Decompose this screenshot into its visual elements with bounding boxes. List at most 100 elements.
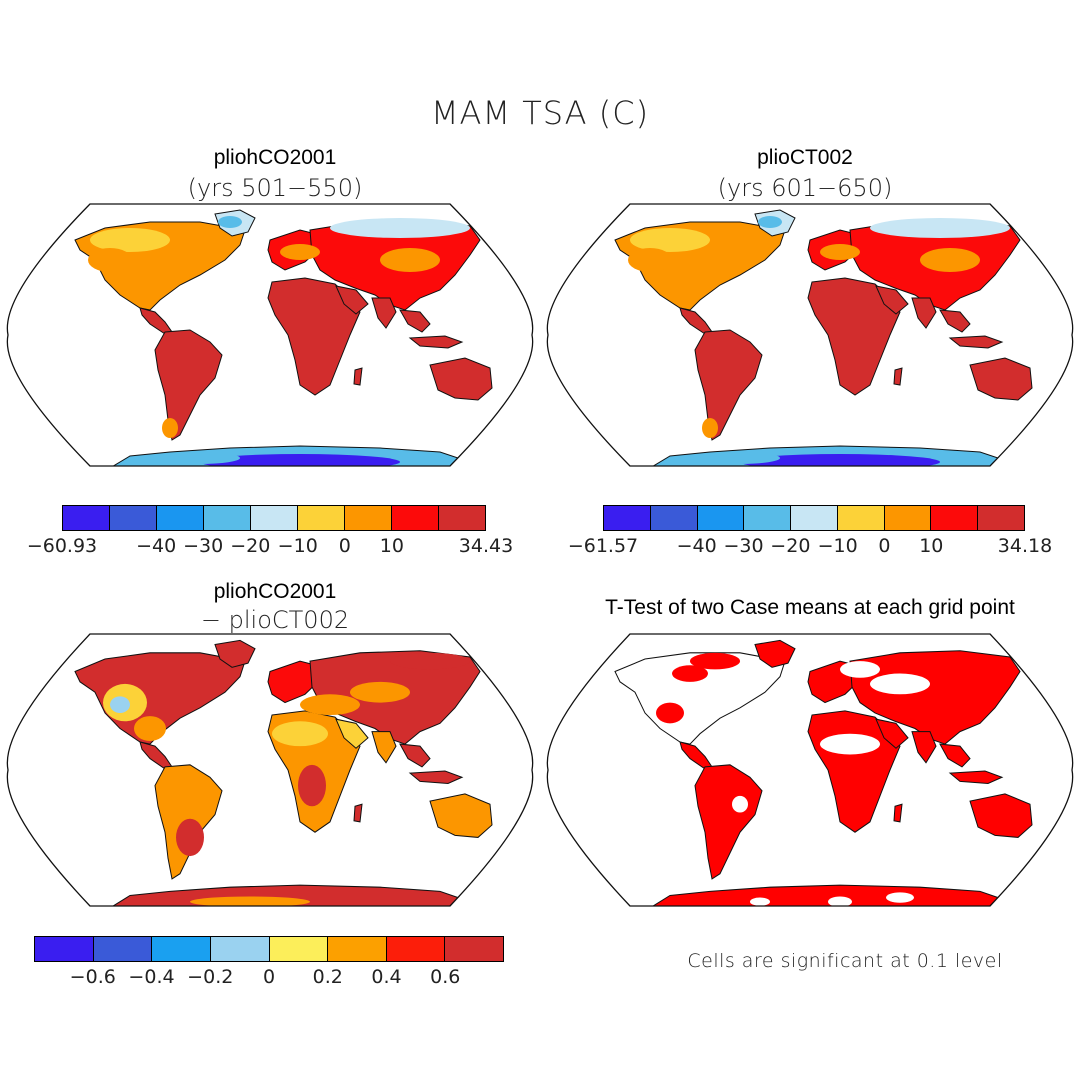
field-patch [330,218,470,238]
colorbar-tick-label: −0.2 [187,966,234,988]
landmass-indonesia [948,770,1004,785]
colorbar-swatch [157,506,204,530]
landmass-india [911,731,937,764]
colorbar-swatch [298,506,345,530]
landmass-southAmerica [694,764,763,880]
colorbar-swatch [697,506,745,530]
field-patch [840,661,880,678]
colorbar-tick-label: 0 [338,535,351,557]
landmass-northAmerica [74,652,246,745]
colorbar-swatch [604,506,651,530]
colorbar-swatch [791,506,838,530]
colorbar-swatch [210,937,270,961]
colorbar-tick-label: 10 [379,535,404,557]
colorbar-swatch [63,506,110,530]
colorbar-swatch [744,506,792,530]
field-patch [628,248,672,272]
colorbar-swatch [35,937,94,961]
field-patch [190,896,310,906]
colorbar-swatch [931,506,979,530]
landmass-northAmerica [614,652,786,745]
colorbar-tick-label: −10 [277,535,318,557]
landmass-australia [429,793,493,838]
colorbar-swatch [152,937,211,961]
colorbar-tick-label: 34.43 [458,535,514,557]
colorbar-tick-label: −20 [770,535,811,557]
colorbar-swatch [269,937,329,961]
panel-title-top-left: pliohCO2001 [213,146,337,169]
field-patch [272,721,328,747]
colorbar-swatch [650,506,698,530]
field-patch [218,216,242,228]
colorbar-tick-label: −60.93 [26,535,98,557]
colorbar-tick-label: 0.4 [371,966,402,988]
field-patch [886,892,914,903]
landmass-australia [969,793,1033,838]
field-patch [820,733,880,755]
field-patch [740,454,940,466]
landmass-madagascar [353,367,363,386]
field-patch [350,681,410,703]
field-patch [870,218,1010,238]
significance-note: Cells are significant at 0.1 level [687,950,1003,972]
landmass-southAmerica [154,329,223,441]
field-patch [280,244,320,260]
landmass-antarctica [648,884,1012,906]
landmass-india [371,731,397,764]
map-frame [546,633,1074,907]
landmass-centralAmerica [139,307,173,335]
colorbar-tick-label: −40 [676,535,717,557]
landmass-seAsia [939,309,971,333]
colorbar-bottom-left [34,936,504,962]
landmass-madagascar [893,367,903,386]
panel-title-top-right: plioCT002 [757,146,853,169]
landmass-seAsia [399,743,431,768]
map-frame [6,633,534,907]
colorbar-tick-label: −30 [183,535,224,557]
colorbar-swatch [93,937,153,961]
field-patch [828,896,852,906]
colorbar-swatch [386,937,446,961]
map-bottom-left [6,633,534,907]
map-frame [546,203,1074,467]
landmass-southAmerica [694,329,763,441]
colorbar-tick-label: −40 [136,535,177,557]
colorbar-tick-label: −30 [723,535,764,557]
colorbar-swatch [345,506,392,530]
landmass-arabia [875,285,909,315]
colorbar-top-left [62,505,486,531]
colorbar-swatch [837,506,885,530]
colorbar-swatch [884,506,932,530]
colorbar-swatch [978,506,1025,530]
map-frame [6,203,534,467]
landmass-australia [969,357,1033,401]
colorbar-swatch [439,506,485,530]
field-patch [750,897,770,906]
field-patch [90,228,170,252]
panel-title-bottom-left: pliohCO2001 [213,580,337,603]
colorbar-swatch [251,506,298,530]
landmass-india [911,297,937,329]
colorbar-tick-label: −10 [817,535,858,557]
field-patch [820,244,860,260]
field-patch [298,764,326,807]
colorbar-swatch [445,937,503,961]
field-patch [732,795,748,813]
landmass-europe [267,660,321,704]
landmass-indonesia [948,335,1004,349]
colorbar-top-right [603,505,1025,531]
field-patch [162,418,178,438]
colorbar-tick-label: −20 [230,535,271,557]
field-patch [656,702,684,724]
field-patch [200,454,400,466]
field-patch [300,694,360,716]
field-patch [380,248,440,272]
landmass-greenland [754,639,796,668]
field-patch [176,818,204,857]
colorbar-tick-label: 0 [262,966,276,988]
colorbar-tick-label: −0.4 [128,966,175,988]
colorbar-tick-label: 34.18 [997,535,1053,557]
landmass-centralAmerica [679,741,713,770]
landmass-centralAmerica [679,307,713,335]
landmass-madagascar [893,803,903,823]
